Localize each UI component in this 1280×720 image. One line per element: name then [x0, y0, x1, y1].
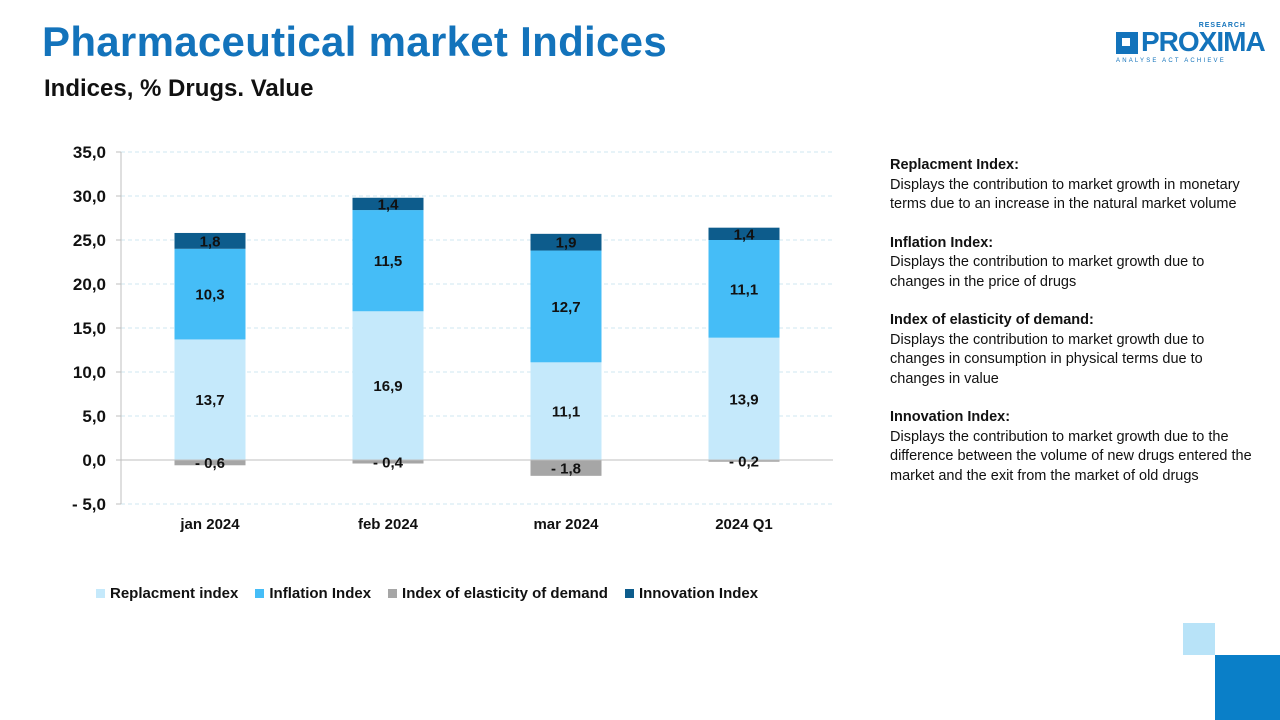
logo-tagline: ANALYSE ACT ACHIEVE — [1116, 58, 1226, 64]
bar-segment — [530, 460, 602, 476]
bar-segment — [174, 460, 246, 466]
data-label: 16,9 — [373, 378, 402, 395]
note-text: Displays the contribution to market grow… — [890, 254, 1205, 290]
bar-segment — [174, 248, 246, 340]
chart-legend: Replacment index Inflation Index Index o… — [96, 585, 775, 602]
data-label: 11,1 — [730, 281, 758, 298]
y-tick-label: 25,0 — [73, 231, 106, 250]
x-axis-ticks: jan 2024 feb 2024 mar 2024 2024 Q1 — [179, 516, 772, 533]
decorative-square-light — [1183, 623, 1215, 655]
y-tick-label: 30,0 — [73, 187, 106, 206]
y-tick-label: - 5,0 — [72, 495, 106, 514]
bar-segment — [708, 227, 780, 240]
note-title: Inflation Index: — [890, 234, 994, 251]
note-title: Innovation Index: — [890, 409, 1011, 425]
legend-label-inflation: Inflation Index — [269, 585, 372, 602]
bar-segment — [708, 337, 780, 460]
legend-label-replacement: Replacment index — [110, 585, 239, 602]
data-label: - 0,2 — [729, 453, 759, 470]
bar-segment — [352, 311, 424, 460]
data-labels: 13,7 10,3 - 0,6 1,8 16,9 11,5 - 0,4 1,4 11,1 12,7… — [195, 196, 759, 477]
data-label: - 1,8 — [551, 460, 581, 477]
y-tick-label: 0,0 — [82, 451, 106, 470]
bar-segment — [708, 460, 780, 462]
bar-segment — [530, 233, 602, 251]
logo-wordmark: PROXIMA — [1141, 26, 1266, 57]
x-tick-label: 2024 Q1 — [715, 516, 773, 533]
legend-item-replacement: Replacment index — [96, 585, 238, 602]
note-inflation: Inflation Index: Displays the contributi… — [890, 234, 1260, 293]
bar-segment — [352, 460, 424, 464]
data-label: 1,4 — [734, 226, 756, 243]
x-tick-label: jan 2024 — [179, 516, 240, 533]
note-text: Displays the contribution to market grow… — [890, 428, 1252, 484]
data-label: 12,7 — [551, 299, 580, 316]
data-label: 13,7 — [195, 392, 224, 409]
x-tick-label: mar 2024 — [533, 516, 599, 533]
legend-item-elasticity: Index of elasticity of demand — [388, 585, 608, 602]
legend-swatch-replacement — [96, 589, 105, 598]
chart-bars — [174, 197, 780, 476]
y-tick-label: 10,0 — [73, 363, 106, 382]
bar-segment — [352, 197, 424, 211]
stacked-bar-chart: 35,0 30,0 25,0 20,0 15,0 10,0 5,0 0,0 - 5,0 jan … — [72, 143, 833, 533]
bar-segment — [352, 210, 424, 312]
y-tick-label: 20,0 — [73, 275, 106, 294]
bar-segment — [174, 339, 246, 460]
note-title: Replacment Index: — [890, 157, 1019, 173]
legend-item-inflation: Inflation Index — [255, 585, 371, 602]
note-title: Index of elasticity of demand: — [890, 312, 1094, 328]
y-tick-label: 5,0 — [82, 407, 106, 426]
data-label: - 0,4 — [373, 454, 404, 471]
page-title: Pharmaceutical market Indices — [42, 18, 668, 65]
bar-segment — [174, 232, 246, 249]
data-label: 1,9 — [556, 235, 577, 252]
legend-label-innovation: Innovation Index — [638, 585, 759, 602]
data-label: 13,9 — [729, 391, 758, 408]
page-subtitle: Indices, % Drugs. Value — [44, 75, 314, 102]
bar-segment — [530, 250, 602, 363]
data-label: 11,1 — [552, 404, 580, 421]
index-descriptions: Replacment Index: Displays the contribut… — [890, 156, 1260, 505]
chart-axes — [116, 151, 833, 505]
legend-item-innovation: Innovation Index — [624, 585, 759, 602]
data-label: 10,3 — [195, 287, 224, 304]
proxima-logo: RESEARCH PROXIMA ANALYSE ACT ACHIEVE — [1114, 22, 1266, 66]
data-label: 1,8 — [200, 233, 221, 250]
note-innovation: Innovation Index: Displays the contribut… — [890, 408, 1260, 486]
note-replacement: Replacment Index: Displays the contribut… — [890, 156, 1260, 215]
logo-mark-icon — [1116, 32, 1138, 54]
legend-label-elasticity: Index of elasticity of demand — [402, 585, 608, 602]
legend-swatch-inflation — [255, 589, 265, 598]
bar-segment — [530, 362, 602, 460]
legend-swatch-innovation — [624, 589, 634, 598]
data-label: 11,5 — [374, 253, 402, 270]
logo-research-text: RESEARCH — [1198, 22, 1246, 29]
decorative-square-dark — [1215, 655, 1280, 720]
note-text: Displays the contribution to market grow… — [890, 331, 1205, 387]
y-tick-label: 15,0 — [73, 319, 106, 338]
legend-swatch-elasticity — [388, 589, 398, 598]
data-label: 1,4 — [378, 196, 400, 213]
y-tick-label: 35,0 — [73, 143, 106, 162]
x-tick-label: feb 2024 — [358, 516, 419, 533]
note-elasticity: Index of elasticity of demand: Displays … — [890, 311, 1260, 389]
y-axis-ticks: 35,0 30,0 25,0 20,0 15,0 10,0 5,0 0,0 - 5,0 — [72, 143, 106, 514]
data-label: - 0,6 — [195, 455, 225, 472]
note-text: Displays the contribution to market grow… — [890, 176, 1240, 213]
bar-segment — [708, 240, 780, 338]
